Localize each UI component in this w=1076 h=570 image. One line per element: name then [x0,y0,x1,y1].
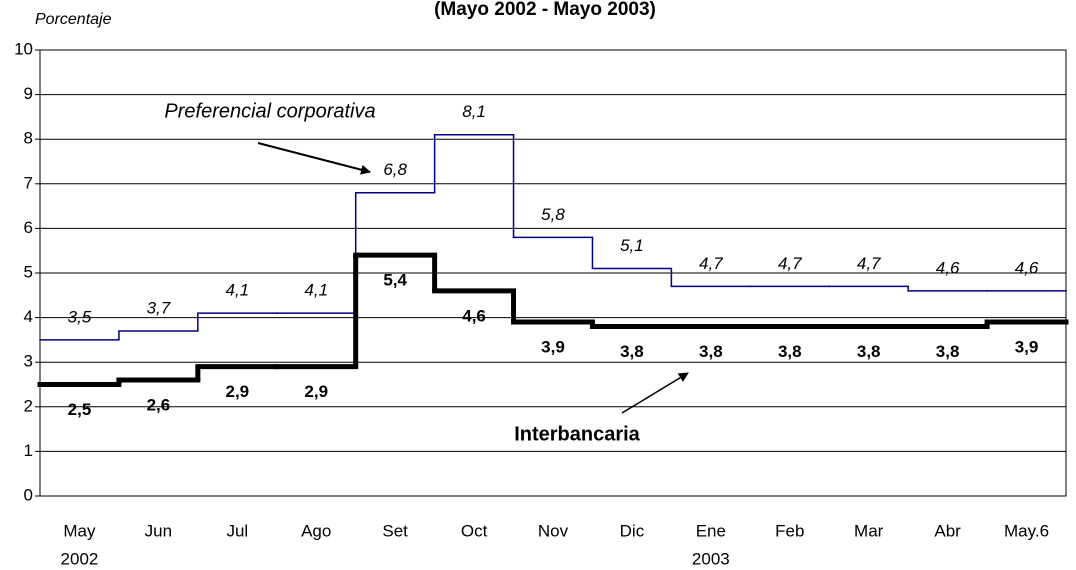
value-label: 3,9 [541,338,565,357]
value-label: 4,7 [699,254,723,273]
x-tick-label: Nov [538,521,569,540]
value-label: 4,7 [778,254,802,273]
x-tick-label: Mar [854,521,884,540]
value-label: 3,8 [699,342,723,361]
y-tick-label: 5 [24,262,33,281]
value-label: 4,1 [225,281,249,300]
value-label: 5,1 [620,236,644,255]
value-label: 5,8 [541,205,565,224]
x-tick-label: Set [382,521,408,540]
x-tick-sublabel: 2003 [692,549,730,568]
y-tick-label: 1 [24,441,33,460]
value-label: 2,9 [225,382,249,401]
value-label: 2,5 [68,400,92,419]
value-label: 8,1 [462,102,486,121]
x-tick-label: May [63,521,96,540]
x-tick-label: Feb [775,521,804,540]
value-label: 6,8 [383,160,407,179]
value-label: 3,5 [68,307,92,326]
x-tick-label: Abr [934,521,961,540]
value-label: 3,8 [620,342,644,361]
value-label: 3,7 [147,298,171,317]
x-tick-label: Jul [226,521,248,540]
value-label: 3,8 [778,342,802,361]
x-tick-sublabel: 2002 [61,549,99,568]
value-label: 5,4 [383,271,407,290]
y-tick-label: 6 [24,218,33,237]
y-tick-label: 2 [24,396,33,415]
chart-title: (Mayo 2002 - Mayo 2003) [434,0,656,20]
value-label: 4,1 [304,281,328,300]
value-label: 2,6 [147,396,171,415]
value-label: 2,9 [304,382,328,401]
annotation-label: Preferencial corporativa [164,100,375,122]
y-tick-label: 10 [14,39,33,58]
y-axis-label: Porcentaje [35,11,112,28]
value-label: 4,6 [462,306,486,325]
x-tick-label: Jun [145,521,172,540]
x-tick-label: Ago [301,521,331,540]
x-tick-label: Oct [461,521,488,540]
annotation-arrow [257,142,371,175]
value-label: 3,8 [857,342,881,361]
value-label: 4,6 [936,258,960,277]
y-tick-label: 8 [24,129,33,148]
y-tick-label: 3 [24,352,33,371]
y-tick-label: 4 [24,307,33,326]
y-tick-label: 9 [24,84,33,103]
x-tick-label: Ene [696,521,726,540]
x-tick-label: May.6 [1004,521,1049,540]
y-tick-label: 7 [24,173,33,192]
value-label: 3,8 [936,342,960,361]
value-label: 4,6 [1015,258,1039,277]
value-label: 3,9 [1015,338,1039,357]
value-label: 4,7 [857,254,881,273]
annotation-label: Interbancaria [514,423,640,445]
y-tick-label: 0 [24,485,33,504]
x-tick-label: Dic [620,521,645,540]
